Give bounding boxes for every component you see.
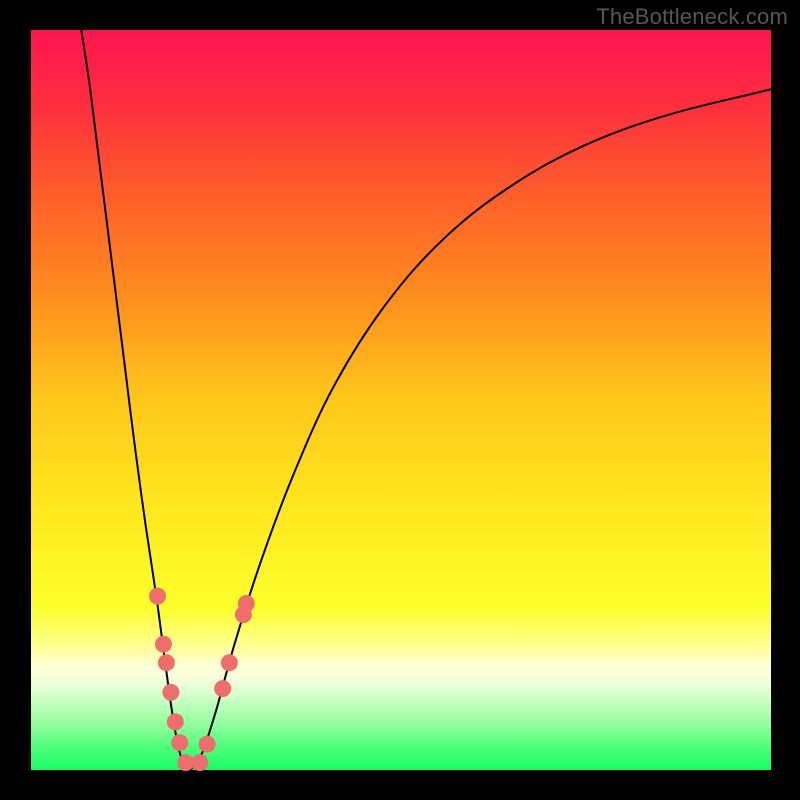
- chart-outer-frame: TheBottleneck.com: [0, 0, 800, 800]
- data-dot: [155, 636, 172, 653]
- watermark-text: TheBottleneck.com: [596, 4, 788, 30]
- data-dot: [221, 654, 238, 671]
- curve-right: [190, 89, 771, 770]
- data-dot: [191, 754, 208, 771]
- plot-area: [31, 30, 771, 770]
- curves-layer: [31, 30, 771, 770]
- data-dot: [238, 595, 255, 612]
- data-dot: [162, 684, 179, 701]
- data-dot: [167, 713, 184, 730]
- data-dot: [199, 736, 216, 753]
- data-dot: [171, 734, 188, 751]
- data-dot: [214, 680, 231, 697]
- data-dot: [149, 588, 166, 605]
- data-dot: [158, 654, 175, 671]
- data-dots: [149, 588, 255, 772]
